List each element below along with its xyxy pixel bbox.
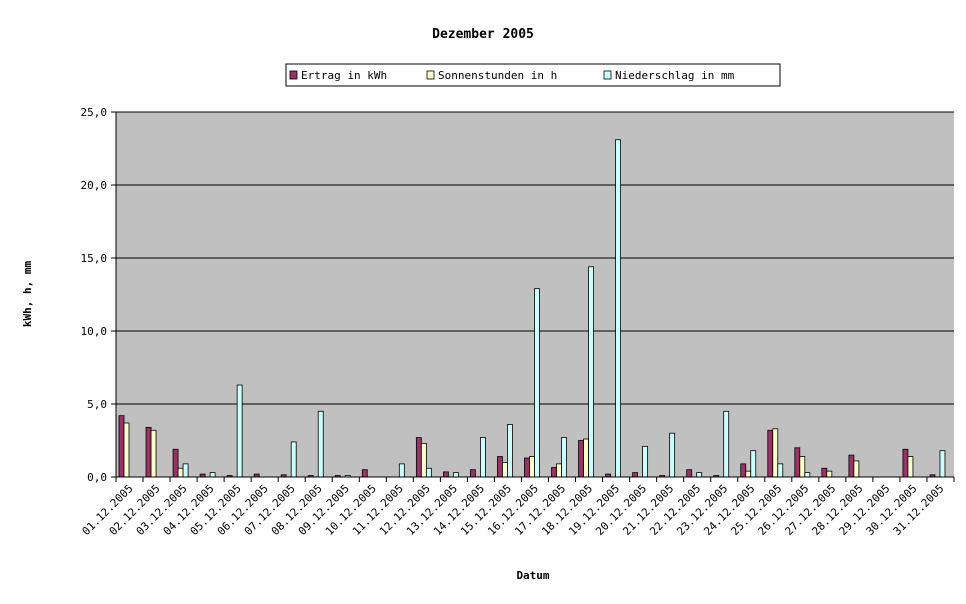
bar-1-02.12.2005 — [145, 426, 152, 478]
bar-3-18.12.2005 — [588, 266, 594, 478]
legend-items: Ertrag in kWh Sonnenstunden in h Niedersch… — [289, 69, 735, 82]
bar-3-11.12.2005 — [398, 463, 405, 478]
bar-3-21.12.2005 — [669, 432, 676, 478]
legend-swatch — [289, 70, 298, 80]
bar-1-10.12.2005 — [361, 469, 368, 478]
axes — [111, 111, 955, 482]
bar-1-16.12.2005 — [524, 457, 530, 478]
bar-3-22.12.2005 — [696, 472, 703, 478]
bar-3-12.12.2005 — [425, 467, 432, 478]
bar-2-25.12.2005 — [772, 428, 779, 478]
y-tick-label: 5,0 — [87, 398, 107, 411]
bar-1-15.12.2005 — [497, 456, 503, 478]
bar-2-28.12.2005 — [853, 460, 860, 478]
legend-swatch — [426, 70, 435, 80]
bar-1-28.12.2005 — [848, 454, 855, 478]
bar-1-24.12.2005 — [740, 463, 747, 478]
bar-3-24.12.2005 — [750, 450, 757, 478]
bar-2-15.12.2005 — [502, 461, 508, 478]
bar-1-25.12.2005 — [767, 429, 774, 478]
bar-2-27.12.2005 — [826, 470, 833, 478]
bar-2-17.12.2005 — [556, 463, 562, 478]
y-tick-label: 0,0 — [87, 471, 107, 484]
legend-label: Niederschlag in mm — [615, 69, 735, 82]
bar-3-05.12.2005 — [236, 384, 243, 478]
chart-title: Dezember 2005 — [432, 27, 534, 42]
y-axis-title: kWh, h, mm — [21, 261, 34, 328]
y-tick-label: 20,0 — [81, 179, 108, 192]
y-tick-label: 15,0 — [81, 252, 108, 265]
y-tick-labels: 0,0 5,0 10,0 15,0 20,0 25,0 — [81, 106, 108, 484]
x-axis-title: Datum — [516, 569, 549, 582]
x-tick-labels: 01.12.200502.12.200503.12.200504.12.2005… — [80, 482, 947, 538]
bar-3-25.12.2005 — [777, 463, 784, 478]
bar-2-24.12.2005 — [745, 470, 752, 478]
bar-2-01.12.2005 — [123, 422, 130, 478]
bar-3-13.12.2005 — [452, 472, 459, 478]
bar-1-01.12.2005 — [118, 415, 125, 478]
bar-2-30.12.2005 — [907, 456, 914, 478]
bar-1-26.12.2005 — [794, 447, 801, 478]
bar-3-23.12.2005 — [723, 410, 730, 478]
y-tick-label: 25,0 — [81, 106, 108, 119]
bar-3-03.12.2005 — [182, 463, 189, 478]
bar-3-17.12.2005 — [561, 437, 567, 478]
bar-3-08.12.2005 — [317, 410, 324, 478]
bar-1-22.12.2005 — [686, 469, 693, 478]
bar-3-31.12.2005 — [939, 450, 946, 478]
bar-3-15.12.2005 — [507, 424, 513, 478]
bar-3-20.12.2005 — [642, 445, 649, 478]
bar-1-13.12.2005 — [442, 471, 449, 478]
bar-1-27.12.2005 — [821, 467, 828, 478]
bar-2-02.12.2005 — [150, 429, 157, 478]
bar-1-30.12.2005 — [902, 448, 909, 478]
bar-2-16.12.2005 — [529, 456, 535, 478]
legend-label: Ertrag in kWh — [301, 69, 387, 82]
bar-3-04.12.2005 — [209, 472, 216, 478]
bar-1-14.12.2005 — [470, 469, 476, 478]
bar-1-18.12.2005 — [578, 440, 584, 478]
bar-1-03.12.2005 — [172, 448, 179, 478]
bar-3-19.12.2005 — [615, 139, 621, 478]
bar-3-07.12.2005 — [290, 441, 297, 478]
legend — [285, 63, 781, 87]
bar-1-17.12.2005 — [551, 467, 557, 478]
bar-3-16.12.2005 — [534, 288, 540, 478]
bar-1-12.12.2005 — [415, 437, 422, 478]
bar-3-14.12.2005 — [480, 437, 486, 478]
bar-1-20.12.2005 — [632, 472, 639, 478]
bar-2-18.12.2005 — [583, 438, 589, 478]
legend-label: Sonnenstunden in h — [438, 69, 557, 82]
bar-2-26.12.2005 — [799, 456, 806, 478]
y-tick-label: 10,0 — [81, 325, 108, 338]
legend-swatch — [603, 70, 612, 80]
bar-3-26.12.2005 — [804, 472, 811, 478]
bar-2-03.12.2005 — [177, 467, 184, 478]
bar-2-12.12.2005 — [420, 443, 427, 478]
